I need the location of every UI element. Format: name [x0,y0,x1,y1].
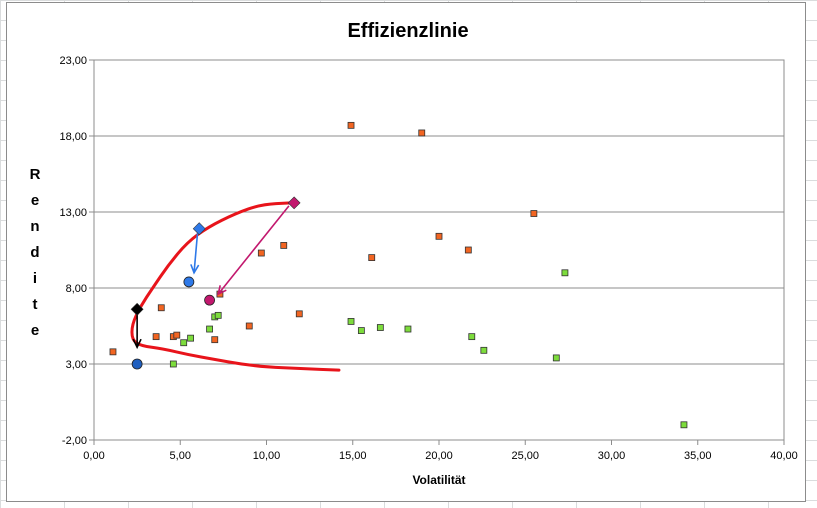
data-point [464,246,472,254]
data-point [214,311,222,319]
annotation-arrows [132,205,290,350]
y-tick-label: -2,00 [62,435,87,447]
chart-svg: Effizienzlinie -2,00 3,00 8,00 13,00 18,00 23… [30,20,798,487]
highlight-circle [204,294,215,306]
x-axis-tick-labels: 0,00 5,00 10,00 15,00 20,00 25,00 30,00 35,00 40… [83,450,797,462]
x-tick-label: 30,00 [598,450,626,462]
data-point [109,348,117,356]
y-axis-label-letter: d [30,244,39,261]
arrow-head [132,338,142,350]
y-axis-label-letter: n [30,218,39,235]
plot-area [93,59,785,441]
data-point [257,249,265,257]
data-point [418,129,426,137]
arrow-head [217,285,227,296]
chart-area[interactable]: Effizienzlinie -2,00 3,00 8,00 13,00 18,00 23… [6,2,806,502]
y-tick-label: 18,00 [59,131,87,143]
series-1 [169,269,688,429]
data-point [357,327,365,334]
x-tick-label: 10,00 [253,450,281,462]
arrow-shaft [217,205,290,295]
series-0 [109,121,538,356]
x-tick-label: 5,00 [170,450,191,462]
x-tick-label: 35,00 [684,450,712,462]
highlight-circle [131,358,143,370]
x-tick-label: 0,00 [83,450,104,462]
data-point [680,421,688,429]
data-point [552,354,560,362]
y-tick-label: 8,00 [66,283,87,295]
x-tick-label: 20,00 [425,450,453,462]
data-point [480,346,488,354]
data-point [404,325,412,333]
data-point [468,333,476,341]
data-point [206,325,213,333]
highlight-diamond [130,302,144,316]
data-point [295,310,303,318]
data-point [152,333,160,341]
highlight-circle [183,276,195,288]
data-point [530,210,538,217]
x-axis-label: Volatilität [412,473,465,487]
data-point [169,360,177,368]
data-point [211,336,219,344]
y-axis-label-letter: e [31,322,39,339]
arrow-shaft [193,233,199,273]
y-axis-label-letter: R [30,166,41,183]
y-axis-tick-labels: -2,00 3,00 8,00 13,00 18,00 23,00 [59,55,87,447]
highlight-points [130,196,301,370]
chart-title: Effizienzlinie [347,20,468,42]
data-point [187,334,195,342]
y-axis-label-letter: t [33,296,38,313]
highlight-diamond [287,196,301,210]
data-point [347,121,355,129]
data-point [180,339,188,347]
data-series [109,121,688,429]
y-axis-label-letter: i [33,270,37,287]
data-point [157,304,165,312]
data-point [376,324,384,331]
x-tick-label: 40,00 [770,450,798,462]
x-tick-label: 15,00 [339,450,367,462]
y-axis-label-letter: e [31,192,39,209]
data-point [368,254,376,262]
y-tick-label: 13,00 [59,207,87,219]
data-point [173,331,181,339]
data-point [280,242,288,249]
data-point [245,322,253,330]
y-tick-label: 3,00 [66,359,87,371]
arrow-head [190,264,200,275]
x-tick-label: 25,00 [511,450,539,462]
highlight-diamond [192,222,206,236]
data-point [435,232,443,240]
gridlines [89,59,785,445]
y-tick-label: 23,00 [59,55,87,67]
data-point [347,318,355,325]
data-point [561,269,569,277]
